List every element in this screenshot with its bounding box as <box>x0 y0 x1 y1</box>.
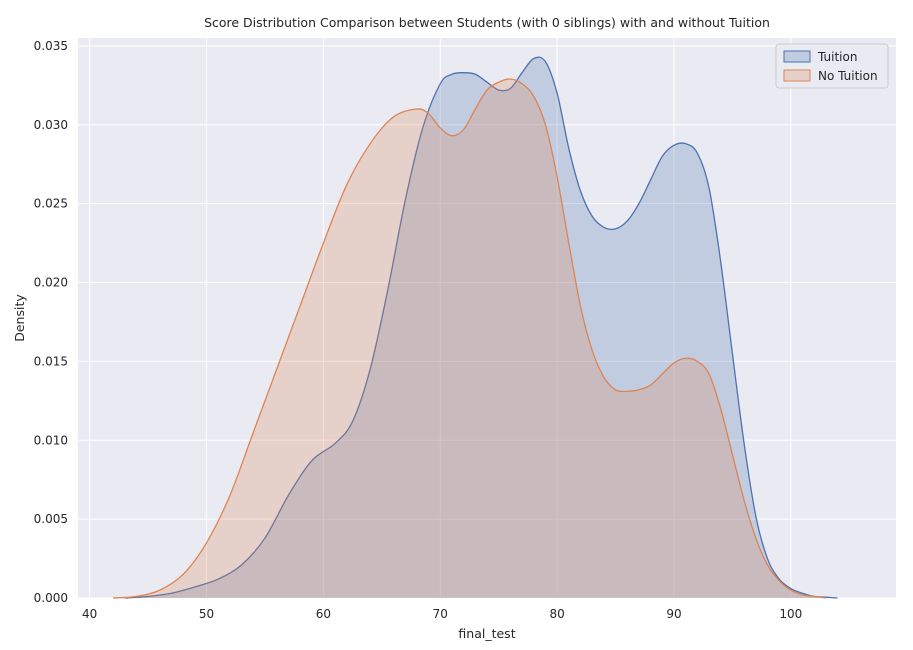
series-layer <box>113 56 838 599</box>
x-tick-label: 90 <box>666 607 681 621</box>
chart-title: Score Distribution Comparison between St… <box>204 15 770 30</box>
plot-area <box>78 38 896 598</box>
x-tick-label: 50 <box>199 607 214 621</box>
y-axis-ticks: 0.000 0.005 0.010 0.015 0.020 0.025 0.030 0.035 <box>34 39 68 605</box>
y-axis-title: Density <box>12 294 27 342</box>
y-tick-label: 0.030 <box>34 118 68 132</box>
series-area-tuition <box>124 57 838 598</box>
y-tick-label: 0.035 <box>34 39 68 53</box>
legend-box <box>775 43 889 89</box>
grid-lines <box>78 38 896 599</box>
x-tick-label: 40 <box>82 607 97 621</box>
y-tick-label: 0.010 <box>34 433 68 447</box>
legend-swatch-tuition <box>783 50 811 63</box>
series-area-no-tuition <box>113 78 826 598</box>
y-tick-label: 0.025 <box>34 197 68 211</box>
legend-label-tuition: Tuition <box>817 50 857 64</box>
y-tick-label: 0.020 <box>34 276 68 290</box>
y-tick-label: 0.005 <box>34 512 68 526</box>
x-axis-ticks: 40 50 60 70 80 90 100 <box>82 607 802 621</box>
x-tick-label: 60 <box>316 607 331 621</box>
series-line-no-tuition <box>113 78 826 599</box>
x-tick-label: 70 <box>433 607 448 621</box>
legend-label-no-tuition: No Tuition <box>818 69 878 83</box>
x-tick-label: 100 <box>779 607 802 621</box>
legend: Tuition No Tuition <box>775 43 889 89</box>
series-line-tuition <box>124 56 838 599</box>
x-tick-label: 80 <box>549 607 564 621</box>
y-tick-label: 0.015 <box>34 354 68 368</box>
y-tick-label: 0.000 <box>34 591 68 605</box>
x-axis-title: final_test <box>458 626 515 641</box>
legend-swatch-no-tuition <box>783 69 811 82</box>
